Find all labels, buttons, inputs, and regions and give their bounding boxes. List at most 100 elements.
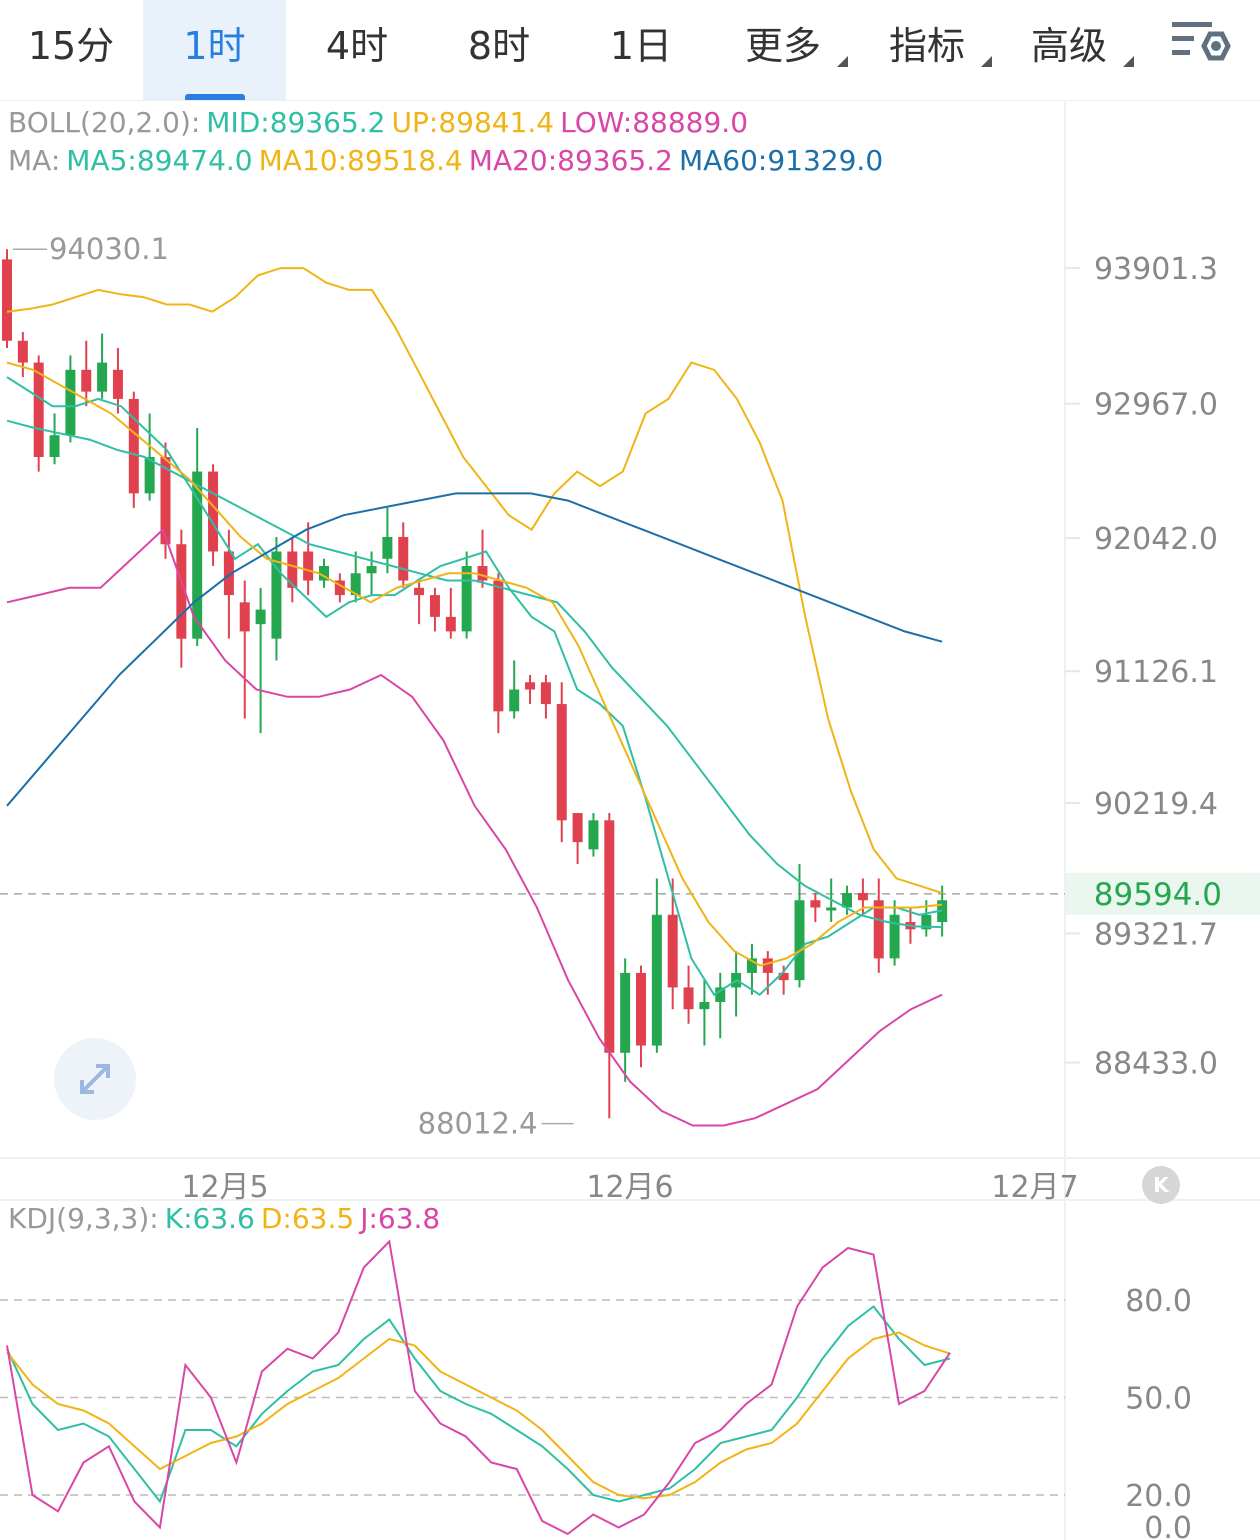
dropdown-triangle-icon (1123, 56, 1134, 67)
kdj-y-axis-label: 0.0 (1144, 1511, 1192, 1540)
kdj-legend: KDJ(9,3,3): K:63.6 D:63.5 J:63.8 (8, 1202, 446, 1235)
series-line-ma60 (6, 492, 943, 807)
candle (303, 551, 314, 581)
candle (65, 369, 76, 436)
ma-legend-prefix: MA: (8, 144, 61, 177)
fullscreen-button[interactable] (54, 1038, 136, 1120)
series-line-ma10 (6, 361, 943, 967)
tab-8h[interactable]: 8时 (428, 0, 570, 100)
candle (128, 398, 139, 494)
kdj-pane: 80.0 50.0 20.00.0 (0, 1239, 1192, 1540)
kdj-d-value: D:63.5 (260, 1202, 355, 1235)
candle (509, 689, 520, 712)
candle (366, 566, 377, 574)
tab-label: 更多 (744, 24, 821, 68)
candle (525, 682, 536, 690)
candle (255, 609, 266, 625)
tab-4h[interactable]: 4时 (286, 0, 428, 100)
x-axis-label: 12月6 (586, 1170, 674, 1205)
ma20-value: MA20:89365.2 (468, 144, 673, 177)
candle (81, 369, 92, 392)
tab-label: 1日 (609, 24, 673, 68)
boll-legend: BOLL(20,2.0): MID:89365.2 UP:89841.4 LOW:88… (8, 106, 754, 139)
kdj-y-axis-label: 80.0 (1125, 1284, 1192, 1319)
k-line-button[interactable]: K (1142, 1166, 1180, 1204)
candle (350, 573, 361, 596)
candle (889, 914, 900, 959)
candle (2, 259, 12, 341)
candle (540, 682, 551, 705)
current-price-badge (1066, 872, 1260, 915)
candle (97, 362, 108, 392)
candle (762, 958, 773, 973)
series-line-mid (6, 419, 943, 929)
candle (746, 958, 757, 973)
candle (873, 900, 884, 959)
tab-label: 8时 (467, 24, 531, 68)
y-axis-label: 90219.4 (1094, 787, 1218, 822)
candle (667, 914, 678, 988)
kdj-y-axis-label: 50.0 (1125, 1382, 1192, 1417)
candle (461, 566, 472, 632)
tab-more[interactable]: 更多 (712, 0, 854, 100)
candle (17, 340, 28, 363)
ma5-value: MA5:89474.0 (66, 144, 253, 177)
tab-indicators[interactable]: 指标 (856, 0, 998, 100)
tab-1h[interactable]: 1时 (143, 0, 286, 100)
chart-settings-icon[interactable] (1170, 16, 1234, 72)
candle (842, 892, 853, 908)
candle (651, 914, 662, 1046)
candle (271, 551, 282, 639)
candle (334, 580, 345, 596)
kdj-j-value: J:63.8 (360, 1202, 441, 1235)
kdj-k-value: K:63.6 (164, 1202, 255, 1235)
candle (49, 435, 60, 458)
candle (636, 972, 646, 1046)
kdj-line-k (6, 1305, 951, 1504)
y-axis-label: 88433.0 (1094, 1047, 1218, 1082)
candle (192, 471, 203, 639)
candle (112, 369, 123, 399)
candle (493, 580, 504, 712)
y-axis-label: 89321.7 (1094, 917, 1218, 952)
series-line-up (6, 267, 943, 894)
kdj-line-d (6, 1331, 951, 1500)
tab-label: 4时 (325, 24, 389, 68)
ma10-value: MA10:89518.4 (258, 144, 463, 177)
kdj-legend-prefix: KDJ(9,3,3): (8, 1202, 159, 1235)
y-axis-label: 92042.0 (1094, 522, 1218, 557)
tab-label: 1时 (183, 24, 246, 68)
tab-1d[interactable]: 1日 (570, 0, 712, 100)
dropdown-triangle-icon (981, 56, 992, 67)
max-price-label: 94030.1 (49, 232, 169, 266)
dropdown-triangle-icon (837, 56, 848, 67)
candle (319, 566, 329, 581)
candle (239, 602, 250, 632)
candle (572, 813, 583, 843)
candle (556, 704, 567, 821)
x-axis-label: 12月5 (181, 1170, 269, 1205)
candle (794, 900, 805, 981)
kdj-y-axis-label: 20.0 (1125, 1479, 1192, 1514)
candle (176, 544, 187, 639)
tab-15m[interactable]: 15分 (0, 0, 142, 100)
main-price-pane: 93901.3 92967.0 92042.0 91126.1 90219.4 89321… (0, 232, 1260, 1141)
candle (810, 900, 821, 908)
kdj-line-j (6, 1239, 951, 1536)
series-line-ma5 (6, 376, 943, 997)
candle (445, 616, 456, 632)
boll-legend-prefix: BOLL(20,2.0): (8, 106, 201, 139)
tab-advanced[interactable]: 高级 (998, 0, 1140, 100)
tab-label: 指标 (888, 24, 965, 68)
ma60-value: MA60:91329.0 (678, 144, 884, 177)
candle (778, 972, 789, 981)
tab-label: 15分 (27, 24, 115, 68)
k-icon: K (1153, 1173, 1169, 1197)
timeframe-tab-bar: 15分 1时 4时 8时 1日 更多 指标 高级 (0, 0, 1260, 101)
candle (715, 987, 726, 1002)
candle (620, 972, 631, 1053)
candle (398, 536, 409, 581)
candle (429, 595, 440, 617)
candle (208, 471, 219, 552)
